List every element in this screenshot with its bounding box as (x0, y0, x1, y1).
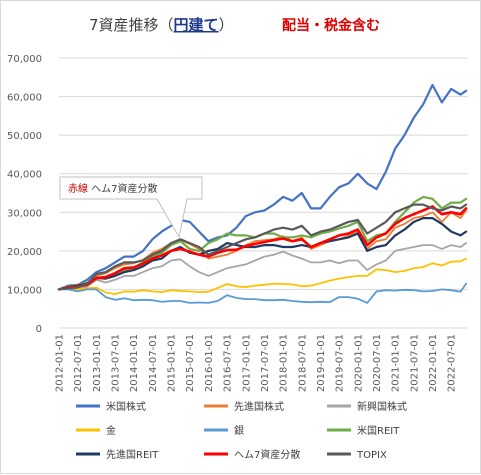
legend-label: 米国株式 (106, 400, 146, 413)
series-line-8 (57, 203, 468, 291)
y-tick-label: 0 (36, 324, 42, 335)
y-tick-label: 40,000 (7, 170, 42, 181)
y-tick-label: 70,000 (7, 54, 42, 65)
legend-label: 米国REIT (357, 424, 400, 437)
legend-label: 銀 (234, 424, 244, 437)
title-note: 配当・税金含む (282, 17, 380, 34)
x-tick-label: 2015-07-01 (185, 334, 196, 392)
legend-label: 新興国株式 (357, 400, 407, 413)
title-close: ） (219, 16, 234, 34)
x-tick-label: 2013-01-01 (92, 334, 103, 392)
x-tick-label: 2015-01-01 (167, 334, 178, 392)
legend-label: 先進国REIT (106, 449, 159, 461)
series-lines (57, 83, 468, 304)
x-tick-label: 2021-07-01 (409, 334, 420, 392)
callout-box (59, 176, 203, 239)
series-line-7 (57, 205, 468, 291)
x-axis-ticks: 2012-01-01 2012-07-01 2013-01-01 2013-07-01… (55, 334, 458, 392)
series-line-6 (57, 217, 468, 291)
y-tick-label: 20,000 (7, 247, 42, 258)
callout-text: 赤線 ヘム7資産分散 (68, 182, 158, 195)
legend-label: 金 (106, 424, 116, 437)
x-tick-label: 2014-07-01 (148, 334, 159, 392)
x-tick-label: 2020-07-01 (372, 334, 383, 392)
series-line-4 (58, 282, 468, 304)
grid-lines (59, 57, 468, 329)
title-main: 7資産推移（ (89, 16, 174, 34)
x-tick-label: 2016-01-01 (204, 334, 215, 392)
series-line-2 (58, 242, 468, 291)
annotation-callout: 赤線 ヘム7資産分散 (59, 176, 203, 239)
title-emphasis: 円建て (174, 16, 219, 34)
x-tick-label: 2012-01-01 (55, 334, 66, 392)
series-line-1 (58, 209, 468, 291)
x-tick-label: 2020-01-01 (353, 334, 364, 392)
x-tick-label: 2014-01-01 (129, 334, 140, 392)
legend-label: ヘム7資産分散 (234, 448, 300, 461)
legend-label: TOPIX (356, 450, 387, 461)
x-tick-label: 2017-01-01 (241, 334, 252, 392)
x-tick-label: 2022-07-01 (447, 334, 458, 392)
x-tick-label: 2018-07-01 (297, 334, 308, 392)
x-tick-label: 2022-01-01 (428, 334, 439, 392)
x-tick-label: 2016-07-01 (223, 334, 234, 392)
x-tick-label: 2021-01-01 (391, 334, 402, 392)
y-tick-label: 30,000 (7, 208, 42, 219)
series-line-0 (57, 83, 468, 291)
x-tick-label: 2019-07-01 (335, 334, 346, 392)
x-tick-label: 2013-07-01 (111, 334, 122, 392)
x-tick-label: 2017-07-01 (260, 334, 271, 392)
callout-text-rest: ヘム7資産分散 (88, 182, 158, 195)
y-tick-label: 50,000 (7, 131, 42, 142)
series-line-3 (58, 257, 468, 296)
chart-title: 7資産推移（円建て） (89, 16, 234, 34)
callout-text-red: 赤線 (68, 182, 88, 195)
legend-label: 先進国株式 (234, 400, 284, 413)
x-tick-label: 2012-07-01 (73, 334, 84, 392)
x-tick-label: 2019-01-01 (316, 334, 327, 392)
x-tick-label: 2018-01-01 (279, 334, 290, 392)
y-tick-label: 60,000 (7, 93, 42, 104)
y-tick-label: 10,000 (7, 285, 42, 296)
y-axis-ticks: 0 10,000 20,000 30,000 40,000 50,000 60,000 70,… (7, 54, 42, 335)
